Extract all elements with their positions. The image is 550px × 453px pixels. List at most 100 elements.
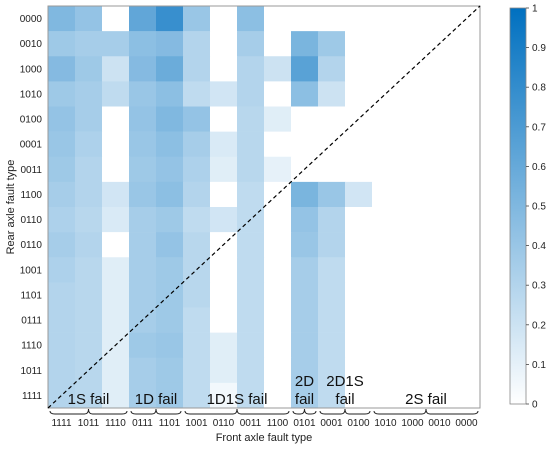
heatmap-cell bbox=[345, 282, 373, 308]
heatmap-cell bbox=[237, 382, 265, 409]
heatmap-cell bbox=[345, 257, 373, 283]
heatmap-cell bbox=[318, 332, 346, 359]
group-brace bbox=[49, 408, 128, 415]
heatmap-cell bbox=[453, 257, 481, 283]
heatmap-cell bbox=[183, 131, 211, 158]
x-tick-label: 1110 bbox=[105, 418, 126, 429]
heatmap-cell bbox=[291, 382, 319, 409]
heatmap-cell bbox=[318, 282, 346, 308]
heatmap-cell bbox=[156, 6, 184, 32]
heatmap-cell bbox=[183, 31, 211, 57]
heatmap-cell bbox=[399, 81, 427, 107]
heatmap-cell bbox=[237, 81, 265, 107]
heatmap-cell bbox=[129, 56, 157, 82]
heatmap-cell bbox=[156, 357, 184, 384]
heatmap-cell bbox=[318, 106, 346, 132]
heatmap-cell bbox=[318, 56, 346, 82]
heatmap-cell bbox=[102, 382, 130, 409]
heatmap-cell bbox=[210, 106, 238, 132]
heatmap-cell bbox=[48, 307, 76, 333]
heatmap-cell bbox=[156, 332, 184, 359]
heatmap-cell bbox=[291, 207, 319, 233]
heatmap-cell bbox=[102, 6, 130, 32]
heatmap-cell bbox=[156, 131, 184, 158]
heatmap-cell bbox=[102, 181, 130, 208]
heatmap-cell bbox=[318, 6, 346, 32]
heatmap-cell bbox=[210, 257, 238, 283]
heatmap-cell bbox=[291, 31, 319, 57]
group-label: 1D1S fail bbox=[207, 391, 268, 408]
heatmap-cell bbox=[75, 81, 103, 107]
heatmap-cell bbox=[291, 257, 319, 283]
heatmap-cell bbox=[264, 156, 292, 183]
heatmap-cell bbox=[102, 81, 130, 107]
heatmap-cell bbox=[210, 357, 238, 384]
heatmap-cell bbox=[129, 282, 157, 308]
x-tick-label: 0000 bbox=[455, 418, 478, 429]
heatmap-cell bbox=[237, 332, 265, 359]
heatmap-cell bbox=[453, 81, 481, 107]
heatmap-cell bbox=[183, 357, 211, 384]
heatmap-cell bbox=[129, 81, 157, 107]
y-tick-labels: 0000 0010 1000 1010 0100 0001 0011 1100 0110 0110… bbox=[20, 14, 43, 402]
heatmap-cell bbox=[453, 382, 481, 409]
diagonal-dashed-line bbox=[47, 5, 481, 409]
heatmap-cell bbox=[264, 56, 292, 82]
heatmap-cell bbox=[399, 181, 427, 208]
heatmap-cell bbox=[129, 106, 157, 132]
y-tick-label: 1001 bbox=[20, 265, 43, 276]
heatmap-cell bbox=[210, 81, 238, 107]
heatmap-cell bbox=[291, 81, 319, 107]
heatmap-cell bbox=[183, 382, 211, 409]
heatmap-cell bbox=[372, 357, 400, 384]
heatmap-cell bbox=[210, 131, 238, 158]
heatmap-cell bbox=[48, 81, 76, 107]
heatmap-cell bbox=[48, 31, 76, 57]
heatmap-cell bbox=[453, 207, 481, 233]
heatmap-cell bbox=[426, 56, 454, 82]
heatmap-cell bbox=[156, 31, 184, 57]
heatmap-cell bbox=[48, 332, 76, 359]
plot-frame bbox=[47, 5, 481, 409]
heatmap-cell bbox=[399, 382, 427, 409]
y-tick-label: 1100 bbox=[20, 190, 42, 201]
y-tick-label: 0100 bbox=[20, 115, 43, 126]
heatmap-cell bbox=[156, 56, 184, 82]
heatmap-cell bbox=[75, 382, 103, 409]
x-tick-label: 1011 bbox=[78, 418, 100, 429]
heatmap-cell bbox=[264, 307, 292, 333]
heatmap-cell bbox=[318, 382, 346, 409]
heatmap-cell bbox=[291, 6, 319, 32]
heatmap-cell bbox=[129, 257, 157, 283]
heatmap-cell bbox=[399, 282, 427, 308]
heatmap-cell bbox=[75, 31, 103, 57]
group-brace bbox=[184, 408, 290, 415]
heatmap-cell bbox=[453, 106, 481, 132]
heatmap-cell bbox=[318, 81, 346, 107]
heatmap-cell bbox=[237, 307, 265, 333]
y-tick-label: 0110 bbox=[20, 240, 42, 251]
colorbar-tick-label: 0.8 bbox=[532, 83, 546, 94]
heatmap-cell bbox=[75, 106, 103, 132]
heatmap-cell bbox=[345, 156, 373, 183]
heatmap-cell bbox=[237, 357, 265, 384]
y-tick-label: 0111 bbox=[21, 316, 42, 327]
heatmap-cell bbox=[399, 232, 427, 258]
heatmap-cell bbox=[183, 56, 211, 82]
heatmap-cell bbox=[453, 357, 481, 384]
heatmap-cell bbox=[426, 357, 454, 384]
heatmap-cell bbox=[399, 31, 427, 57]
heatmap-cell bbox=[345, 131, 373, 158]
heatmap-cell bbox=[156, 232, 184, 258]
heatmap-cell bbox=[102, 131, 130, 158]
heatmap-cell bbox=[210, 56, 238, 82]
heatmap-cell bbox=[426, 332, 454, 359]
heatmap-cell bbox=[345, 56, 373, 82]
heatmap-cell bbox=[372, 232, 400, 258]
heatmap-cell bbox=[75, 332, 103, 359]
colorbar-tick-label: 0 bbox=[532, 400, 538, 411]
heatmap-cell bbox=[453, 307, 481, 333]
y-tick-label: 1101 bbox=[20, 290, 42, 301]
group-brace bbox=[373, 408, 479, 415]
heatmap-cell bbox=[291, 181, 319, 208]
